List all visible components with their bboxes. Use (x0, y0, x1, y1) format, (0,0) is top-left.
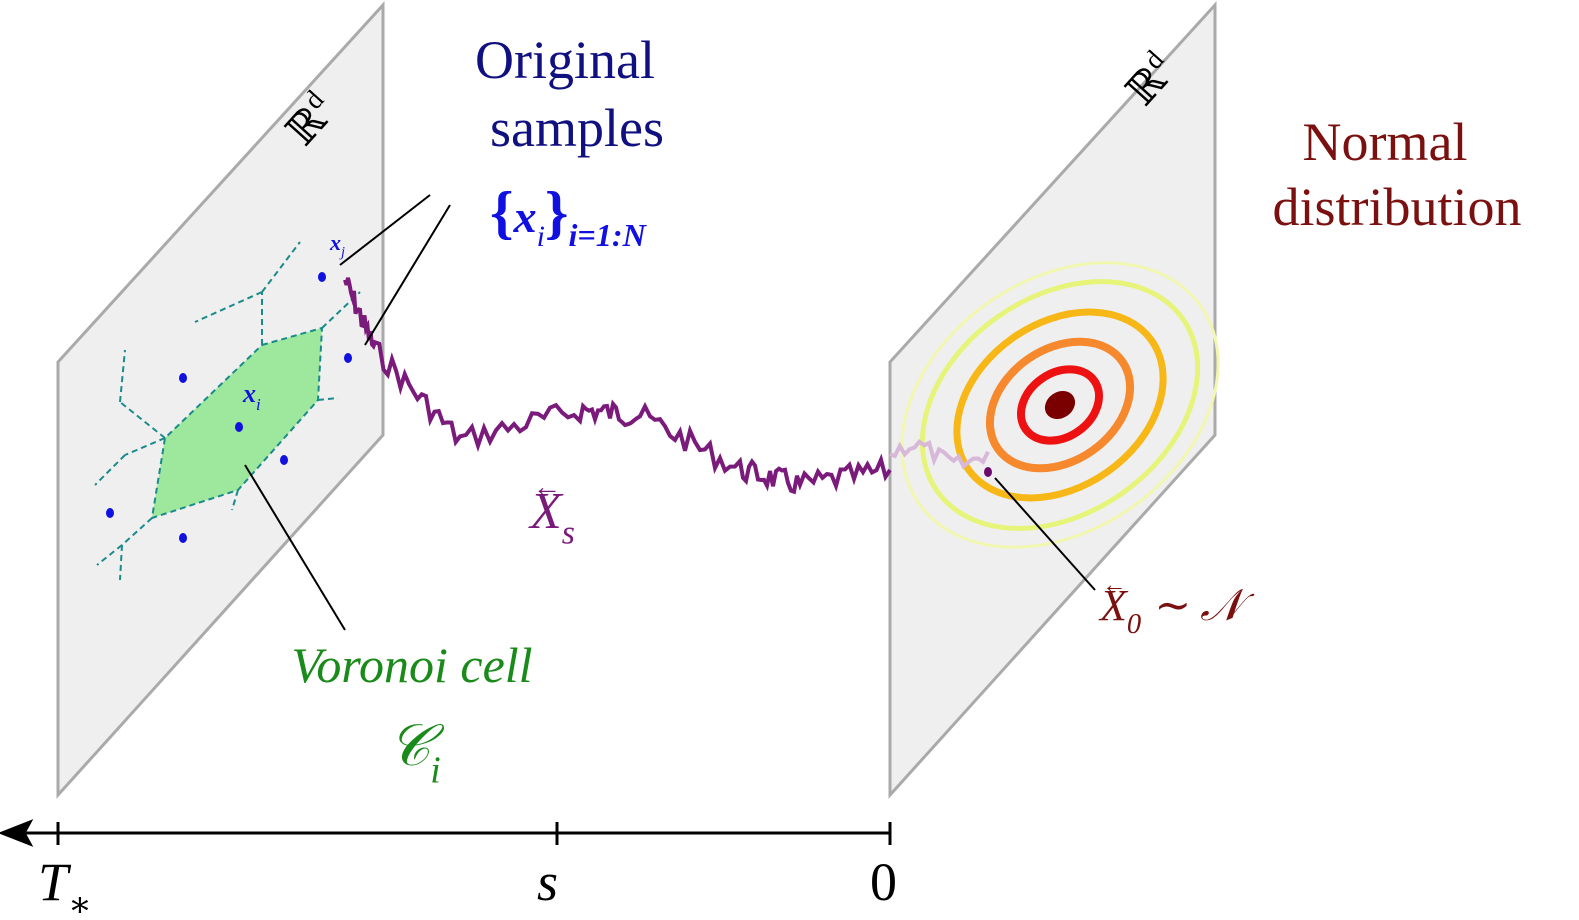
reverse-path-hidden (889, 439, 990, 470)
start-point (984, 467, 992, 477)
base: X (1098, 581, 1129, 630)
math-label: 𝒞i (388, 713, 445, 791)
relation: ∼ (1154, 581, 1191, 630)
sub: i (537, 220, 545, 253)
axis-tick-label: s (537, 852, 558, 912)
normal-title: Normal (1303, 112, 1468, 172)
normal-contours (900, 261, 1220, 549)
accent: ← (533, 472, 562, 503)
math-label: xi (242, 379, 261, 414)
base: x (329, 230, 341, 255)
base: T (38, 852, 72, 912)
math-label: {xi}i=1:N (490, 179, 648, 253)
samples-title: samples (490, 98, 664, 158)
math-label: xj (329, 230, 345, 261)
time-axis (0, 819, 892, 847)
brace: { (490, 179, 514, 245)
normal-title: distribution (1272, 177, 1521, 237)
base: X (528, 483, 564, 540)
axis-tick-label: T∗ (38, 852, 92, 920)
sub: ∗ (68, 885, 92, 920)
samples-title: Original (475, 30, 655, 90)
sub: 0 (1127, 609, 1141, 640)
sub: i (430, 749, 440, 791)
base: s (537, 852, 558, 912)
distribution: 𝒩 (1200, 581, 1255, 630)
sub: s (562, 515, 575, 552)
base: x (513, 191, 537, 242)
accent: ← (1102, 572, 1126, 599)
sub: j (339, 245, 345, 261)
leader-lines (244, 194, 1096, 631)
voronoi-title: Voronoi cell (291, 637, 532, 693)
range: i=1:N (568, 217, 647, 253)
sub: i (256, 395, 261, 414)
base: x (242, 379, 256, 408)
base: 0 (870, 852, 897, 912)
axis-tick-label: 0 (870, 852, 897, 912)
reverse-path (343, 277, 892, 495)
math-label: Xs (528, 483, 575, 552)
brace: } (545, 179, 569, 245)
sample-points (106, 272, 352, 543)
